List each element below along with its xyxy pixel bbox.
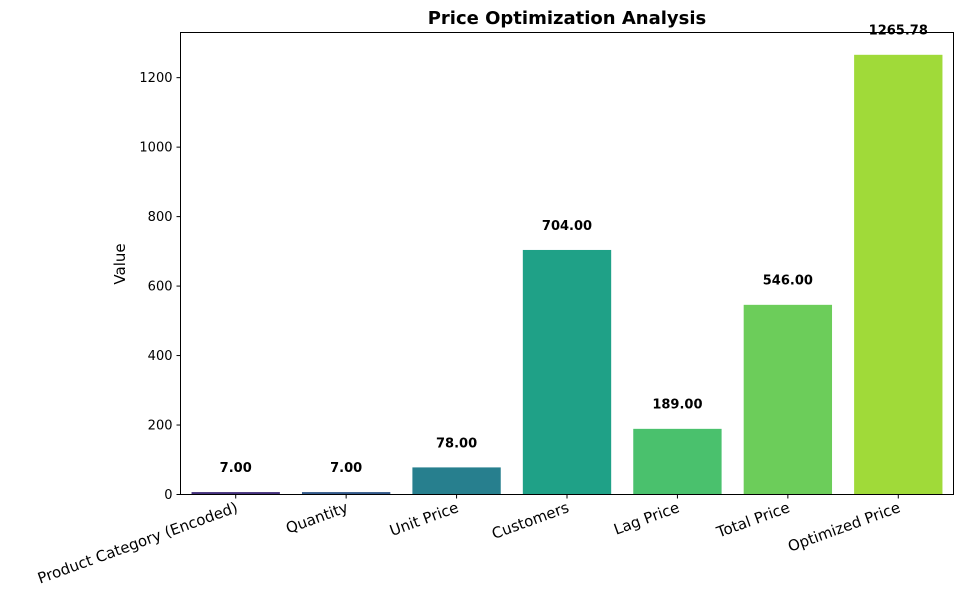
bar: [854, 54, 943, 495]
x-tick-label: Customers: [489, 498, 571, 543]
data-label: 546.00: [763, 274, 813, 289]
bar: [522, 249, 612, 495]
data-label: 7.00: [330, 461, 362, 476]
x-tick-label: Quantity: [283, 498, 350, 537]
y-axis: 0 200 400 600 800 1000 1200: [139, 71, 181, 503]
y-tick-label: 600: [148, 280, 173, 295]
data-label: 189.00: [652, 398, 702, 413]
y-tick-label: 0: [164, 488, 172, 503]
data-label: 1265.78: [869, 24, 928, 39]
bar: [743, 304, 833, 495]
x-tick-label: Total Price: [713, 498, 792, 541]
data-label: 704.00: [542, 219, 592, 234]
x-tick-label: Unit Price: [387, 498, 461, 540]
data-labels-group: 7.00 7.00 78.00 704.00 189.00 546.00 1265.78: [220, 24, 928, 476]
y-tick-label: 400: [148, 349, 173, 364]
x-tick-label: Lag Price: [611, 498, 681, 538]
x-tick-label: Optimized Price: [785, 498, 902, 555]
y-tick-label: 200: [148, 419, 173, 434]
bar: [301, 492, 391, 495]
bar: [412, 467, 501, 495]
bar: [191, 492, 280, 495]
y-tick-label: 1000: [139, 141, 172, 156]
bar: [633, 428, 722, 495]
data-label: 78.00: [436, 436, 477, 451]
data-label: 7.00: [220, 461, 252, 476]
plot-frame: [180, 32, 954, 495]
y-tick-label: 800: [148, 210, 173, 225]
chart-title: Price Optimization Analysis: [428, 8, 707, 29]
y-tick-label: 1200: [139, 71, 172, 86]
y-axis-label: Value: [111, 243, 129, 284]
x-tick-label: Product Category (Encoded): [35, 498, 240, 587]
x-axis: Product Category (Encoded) Quantity Unit P…: [35, 494, 903, 588]
bars-group: [191, 54, 943, 495]
